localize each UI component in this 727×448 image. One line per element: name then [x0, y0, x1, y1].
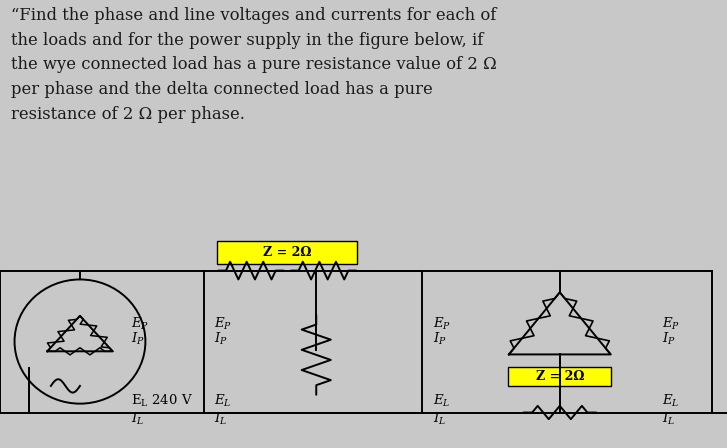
Text: $\mathregular{E_P}$: $\mathregular{E_P}$ [662, 316, 680, 332]
Text: $\mathregular{I_P}$: $\mathregular{I_P}$ [131, 331, 145, 347]
Text: “Find the phase and line voltages and currents for each of
the loads and for the: “Find the phase and line voltages and cu… [11, 7, 497, 123]
Text: Z = 2Ω: Z = 2Ω [263, 246, 311, 259]
FancyBboxPatch shape [508, 367, 611, 386]
Text: $\mathregular{E_L}$: $\mathregular{E_L}$ [662, 393, 679, 409]
Text: $\mathregular{I_L}$: $\mathregular{I_L}$ [433, 411, 446, 427]
Text: $\mathregular{E_L}$: $\mathregular{E_L}$ [433, 393, 450, 409]
Text: $\mathregular{I_L}$: $\mathregular{I_L}$ [131, 411, 144, 427]
Text: $\mathregular{I_L}$: $\mathregular{I_L}$ [214, 411, 228, 427]
Text: $\mathregular{I_P}$: $\mathregular{I_P}$ [433, 331, 446, 347]
Text: $\mathregular{I_L}$: $\mathregular{I_L}$ [662, 411, 675, 427]
Text: $\mathregular{E_L}$ 240 V: $\mathregular{E_L}$ 240 V [131, 393, 193, 409]
FancyBboxPatch shape [217, 241, 357, 264]
Text: $\mathregular{E_P}$: $\mathregular{E_P}$ [214, 316, 233, 332]
Text: $\mathregular{E_P}$: $\mathregular{E_P}$ [433, 316, 451, 332]
Text: Z = 2Ω: Z = 2Ω [536, 370, 584, 383]
Text: $\mathregular{I_P}$: $\mathregular{I_P}$ [214, 331, 228, 347]
Text: $\mathregular{E_L}$: $\mathregular{E_L}$ [214, 393, 232, 409]
Text: $\mathregular{E_P}$: $\mathregular{E_P}$ [131, 316, 149, 332]
Text: $\mathregular{I_P}$: $\mathregular{I_P}$ [662, 331, 675, 347]
